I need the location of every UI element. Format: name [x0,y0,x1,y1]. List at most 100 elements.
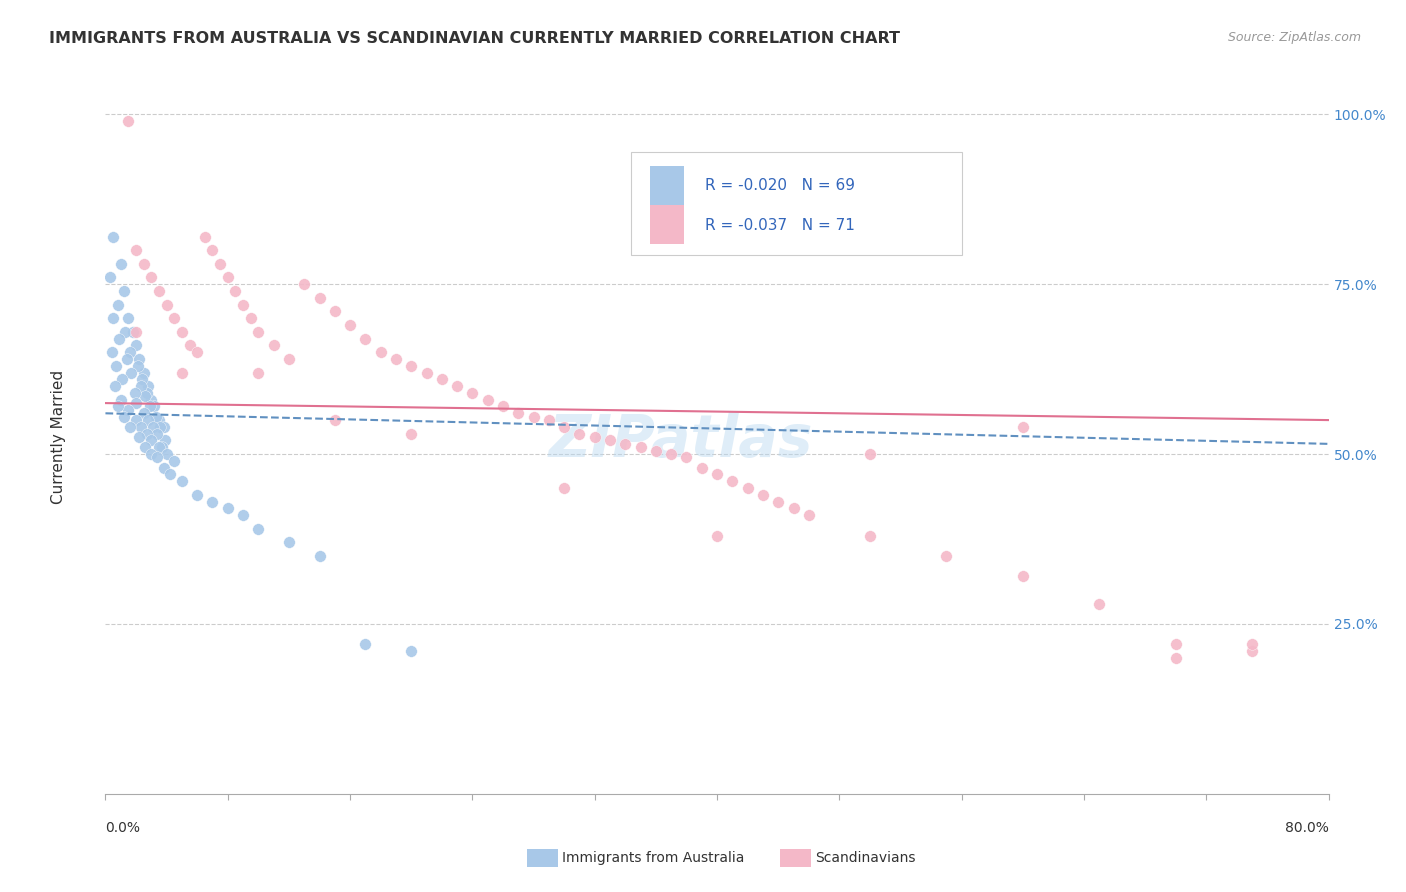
Point [146,450,169,465]
Point [690,460,713,475]
Point [1241,637,1264,651]
Point [553,481,575,495]
Point [308,549,330,563]
Point [111,372,134,386]
Point [135,426,157,441]
Point [146,426,169,441]
Point [98,270,121,285]
Text: Source: ZipAtlas.com: Source: ZipAtlas.com [1227,31,1361,45]
Point [263,338,285,352]
Point [247,325,270,339]
Point [170,366,193,380]
Point [599,434,621,448]
Point [278,535,301,549]
Point [136,413,159,427]
Point [201,494,224,508]
Point [721,475,744,489]
Point [156,447,179,461]
Point [935,549,957,563]
Point [492,400,515,414]
Point [132,406,155,420]
Point [127,359,149,373]
Point [143,400,166,414]
Point [568,426,591,441]
Point [134,389,156,403]
Point [430,372,453,386]
Point [128,351,150,366]
Text: Currently Married: Currently Married [52,370,66,504]
Point [156,297,179,311]
Point [339,318,361,332]
Point [508,406,530,420]
Point [136,379,159,393]
Point [107,400,129,414]
Point [232,508,254,523]
Point [170,475,193,489]
Point [152,460,174,475]
Point [163,454,186,468]
Point [706,528,728,542]
Point [1088,597,1111,611]
Point [110,257,132,271]
Point [446,379,468,393]
Point [523,409,546,424]
FancyBboxPatch shape [631,152,962,255]
Point [139,400,162,414]
Point [125,338,148,352]
Point [107,297,129,311]
Point [125,413,148,427]
Point [148,284,170,298]
Point [150,440,173,454]
Point [124,385,146,400]
Text: IMMIGRANTS FROM AUSTRALIA VS SCANDINAVIAN CURRENTLY MARRIED CORRELATION CHART: IMMIGRANTS FROM AUSTRALIA VS SCANDINAVIA… [49,31,900,46]
Point [105,359,128,373]
Point [752,488,775,502]
Point [194,229,217,244]
Point [239,311,262,326]
Point [859,447,882,461]
Point [675,450,697,465]
Point [141,447,163,461]
Point [159,467,181,482]
Point [859,528,882,542]
Point [112,284,135,298]
Point [141,270,163,285]
Text: ZIPatlas: ZIPatlas [548,412,813,469]
Point [385,351,408,366]
Point [108,332,131,346]
Point [100,345,122,359]
Point [132,257,155,271]
Point [659,447,682,461]
Point [148,413,170,427]
Text: Immigrants from Australia: Immigrants from Australia [562,851,745,865]
Point [401,426,423,441]
Point [149,420,172,434]
Point [141,434,163,448]
Point [101,229,124,244]
Point [131,372,153,386]
Point [292,277,315,292]
Point [104,379,127,393]
Point [583,430,606,444]
Point [145,409,167,424]
Point [186,488,208,502]
Point [247,522,270,536]
Point [323,413,346,427]
Point [129,420,152,434]
Point [110,392,132,407]
Bar [650,205,685,244]
Point [179,338,201,352]
Point [148,440,170,454]
Point [134,440,156,454]
Point [630,440,652,454]
Point [117,311,139,326]
Point [142,420,165,434]
Text: 80.0%: 80.0% [1285,821,1329,835]
Point [354,637,377,651]
Point [1012,420,1035,434]
Point [120,366,142,380]
Point [135,385,157,400]
Point [1012,569,1035,583]
Point [1164,651,1187,665]
Point [101,311,124,326]
